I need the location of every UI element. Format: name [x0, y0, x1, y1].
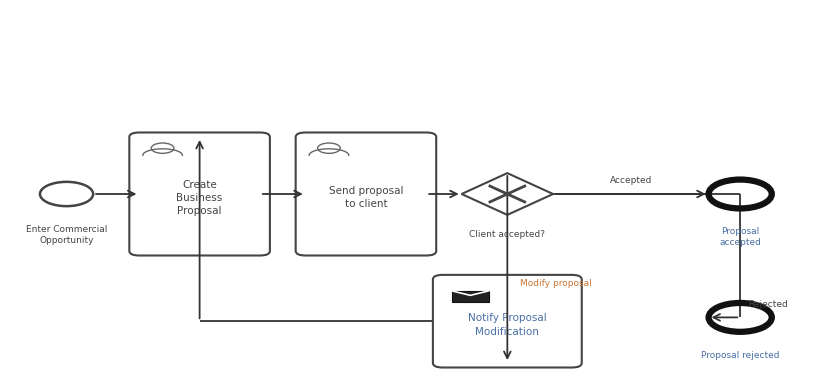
Text: Rejected: Rejected [748, 300, 788, 309]
Text: Proposal
accepted: Proposal accepted [719, 227, 761, 247]
Text: Modify proposal: Modify proposal [520, 279, 591, 288]
Text: Proposal rejected: Proposal rejected [701, 351, 780, 360]
Text: Send proposal
to client: Send proposal to client [328, 186, 403, 210]
FancyBboxPatch shape [296, 132, 436, 256]
Text: Notify Proposal
Modification: Notify Proposal Modification [468, 314, 547, 336]
Polygon shape [462, 173, 553, 215]
Text: Create
Business
Proposal: Create Business Proposal [176, 180, 223, 216]
Text: Client accepted?: Client accepted? [470, 230, 545, 239]
FancyBboxPatch shape [433, 275, 582, 367]
FancyBboxPatch shape [452, 291, 489, 302]
FancyBboxPatch shape [129, 132, 270, 256]
Text: Enter Commercial
Opportunity: Enter Commercial Opportunity [26, 225, 108, 244]
Text: Accepted: Accepted [610, 175, 652, 185]
